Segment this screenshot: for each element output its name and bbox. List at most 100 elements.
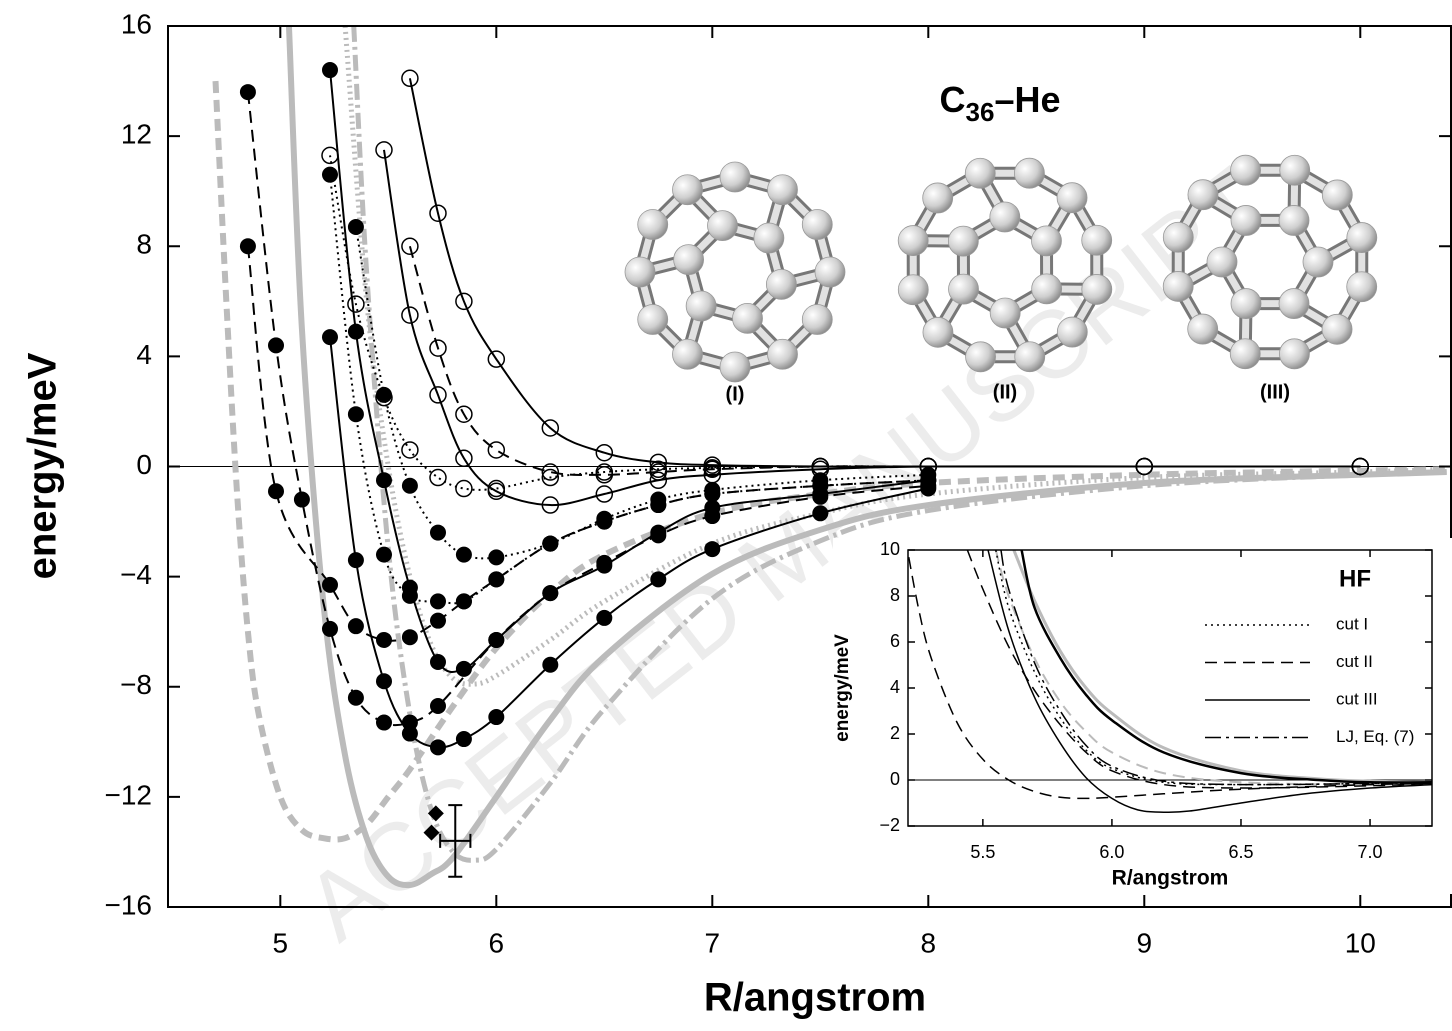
legend-label: cut III xyxy=(1336,689,1378,708)
atom xyxy=(1279,339,1309,369)
atom xyxy=(686,291,716,321)
data-point xyxy=(348,690,364,706)
data-point xyxy=(348,219,364,235)
atom xyxy=(707,211,737,241)
data-point xyxy=(456,661,472,677)
x-tick-label: 6.5 xyxy=(1228,842,1253,862)
atom xyxy=(1322,180,1352,210)
atom xyxy=(1322,314,1352,344)
x-axis-title: R/angstrom xyxy=(704,976,926,1020)
y-tick-label: 6 xyxy=(890,631,900,651)
atom xyxy=(1231,289,1261,319)
atom xyxy=(949,274,979,304)
x-tick-label: 10 xyxy=(1345,927,1376,958)
atom xyxy=(674,245,704,275)
y-tick-label: 4 xyxy=(136,339,152,370)
atom xyxy=(1163,222,1193,252)
atom xyxy=(1231,155,1261,185)
atom xyxy=(1347,272,1377,302)
data-point xyxy=(402,588,418,604)
x-tick-label: 5.5 xyxy=(970,842,995,862)
data-point xyxy=(402,629,418,645)
y-axis-title: energy/meV xyxy=(832,634,853,742)
x-tick-label: 9 xyxy=(1137,927,1153,958)
atom xyxy=(720,352,750,382)
data-point xyxy=(322,167,338,183)
data-point xyxy=(348,552,364,568)
data-point xyxy=(430,698,446,714)
data-point xyxy=(348,618,364,634)
data-point xyxy=(596,558,612,574)
legend-label: cut II xyxy=(1336,652,1373,671)
data-point xyxy=(430,593,446,609)
structure-label: (I) xyxy=(726,383,745,405)
atom xyxy=(638,305,668,335)
figure: ACCEPTED MANUSCRIPT(I)(II)(III)C36–He567… xyxy=(0,0,1452,1031)
chart-title: C36–He xyxy=(940,79,1061,127)
data-point xyxy=(268,483,284,499)
x-tick-label: 5 xyxy=(273,927,289,958)
atom xyxy=(1303,247,1333,277)
atom xyxy=(625,257,655,287)
atom xyxy=(1188,180,1218,210)
y-tick-label: 8 xyxy=(890,585,900,605)
atom xyxy=(966,342,996,372)
data-point xyxy=(812,478,828,494)
data-point xyxy=(322,329,338,345)
atom xyxy=(1230,339,1260,369)
atom xyxy=(1082,225,1112,255)
y-tick-label: 2 xyxy=(890,723,900,743)
x-tick-label: 6.0 xyxy=(1099,842,1124,862)
atom xyxy=(923,317,953,347)
atom xyxy=(990,298,1020,328)
atom xyxy=(898,226,928,256)
atom xyxy=(1347,223,1377,253)
data-point xyxy=(650,525,666,541)
atom xyxy=(815,257,845,287)
data-point xyxy=(542,585,558,601)
data-point xyxy=(596,610,612,626)
data-point xyxy=(704,486,720,502)
atom xyxy=(1015,342,1045,372)
atom xyxy=(802,305,832,335)
legend-title: HF xyxy=(1339,565,1371,592)
x-tick-label: 7.0 xyxy=(1358,842,1383,862)
legend-label: LJ, Eq. (7) xyxy=(1336,727,1414,746)
atom xyxy=(720,162,750,192)
data-point xyxy=(488,571,504,587)
data-point xyxy=(240,238,256,254)
atom xyxy=(673,339,703,369)
data-point xyxy=(322,62,338,78)
data-point xyxy=(268,337,284,353)
molecule xyxy=(625,162,845,382)
legend-label: cut I xyxy=(1336,614,1368,633)
data-point xyxy=(704,500,720,516)
atom xyxy=(754,223,784,253)
atom xyxy=(1057,183,1087,213)
y-tick-label: −2 xyxy=(879,815,900,835)
data-point xyxy=(488,709,504,725)
atom xyxy=(766,269,796,299)
structure-label: (III) xyxy=(1260,381,1290,403)
x-axis-title: R/angstrom xyxy=(1112,867,1229,890)
atom xyxy=(948,226,978,256)
y-axis-title: energy/meV xyxy=(21,352,65,579)
atom xyxy=(990,202,1020,232)
atom xyxy=(1014,158,1044,188)
data-point xyxy=(812,505,828,521)
atom xyxy=(1057,317,1087,347)
x-tick-label: 6 xyxy=(489,927,505,958)
atom xyxy=(898,275,928,305)
data-point xyxy=(430,525,446,541)
y-tick-label: 0 xyxy=(890,769,900,789)
title-base: C xyxy=(940,79,966,120)
data-point xyxy=(650,497,666,513)
y-tick-label: 4 xyxy=(890,677,900,697)
data-point xyxy=(596,514,612,530)
data-point xyxy=(456,593,472,609)
data-point xyxy=(542,536,558,552)
data-point xyxy=(376,472,392,488)
x-tick-label: 7 xyxy=(705,927,721,958)
data-point xyxy=(704,541,720,557)
x-tick-label: 8 xyxy=(921,927,937,958)
